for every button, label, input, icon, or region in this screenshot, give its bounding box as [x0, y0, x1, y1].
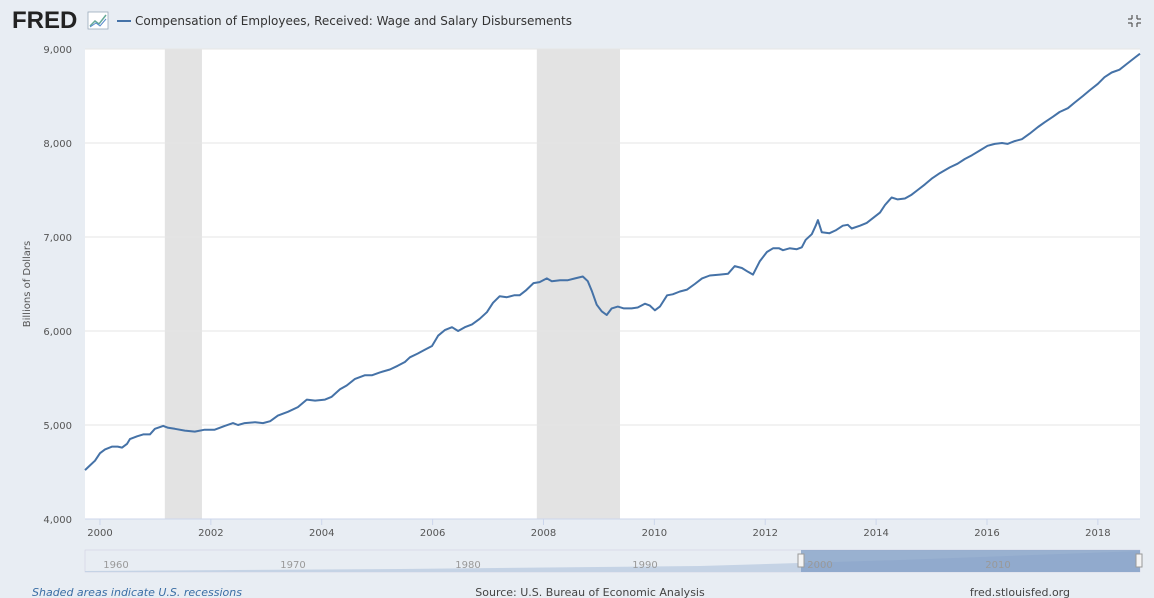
navigator-handle[interactable] — [797, 553, 805, 568]
x-tick-label: 2006 — [420, 528, 445, 539]
x-tick-label: 2000 — [87, 528, 112, 539]
footer-site: fred.stlouisfed.org — [970, 586, 1070, 598]
footer-note[interactable]: Shaded areas indicate U.S. recessions — [32, 586, 242, 598]
navigator-label: 1970 — [280, 560, 305, 571]
navigator-label: 1960 — [103, 560, 128, 571]
navigator-label: 2010 — [985, 560, 1010, 571]
navigator-handle[interactable] — [1135, 553, 1143, 568]
x-tick-label: 2016 — [974, 528, 999, 539]
recession-band — [164, 49, 202, 519]
navigator-label: 2000 — [807, 560, 832, 571]
recession-band — [536, 49, 620, 519]
logo: FRED — [12, 7, 77, 34]
navigator-label: 1980 — [455, 560, 480, 571]
footer-source: Source: U.S. Bureau of Economic Analysis — [475, 586, 705, 598]
y-tick-label: 8,000 — [43, 139, 72, 150]
legend-label: Compensation of Employees, Received: Wag… — [135, 14, 572, 28]
y-tick-label: 6,000 — [43, 327, 72, 338]
x-tick-label: 2014 — [863, 528, 888, 539]
logo-icon — [87, 11, 109, 30]
y-tick-label: 7,000 — [43, 233, 72, 244]
x-tick-label: 2018 — [1085, 528, 1110, 539]
x-tick-label: 2002 — [198, 528, 223, 539]
x-tick-label: 2010 — [642, 528, 667, 539]
x-tick-label: 2012 — [753, 528, 778, 539]
x-tick-label: 2008 — [531, 528, 556, 539]
x-tick-label: 2004 — [309, 528, 334, 539]
y-axis-label: Billions of Dollars — [22, 241, 33, 327]
y-tick-label: 4,000 — [43, 515, 72, 526]
collapse-icon[interactable] — [1128, 15, 1141, 27]
series-line — [84, 52, 1141, 471]
y-tick-label: 5,000 — [43, 421, 72, 432]
navigator-label: 1990 — [632, 560, 657, 571]
navigator-selection[interactable] — [801, 550, 1140, 572]
y-tick-label: 9,000 — [43, 45, 72, 56]
